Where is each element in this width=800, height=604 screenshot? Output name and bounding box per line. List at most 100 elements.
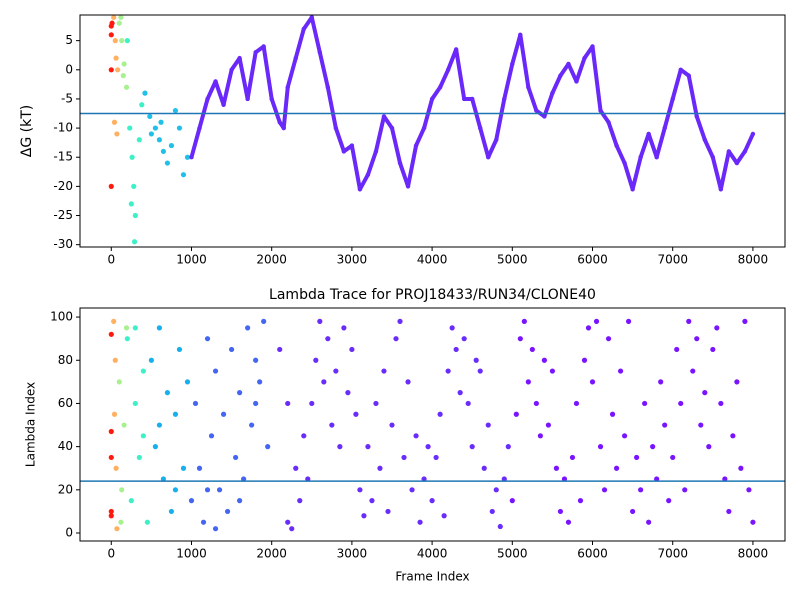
point xyxy=(738,465,744,471)
point xyxy=(118,14,124,20)
point xyxy=(168,508,175,515)
point xyxy=(557,508,564,515)
point xyxy=(132,325,138,331)
point xyxy=(654,155,659,160)
x-tick-label: 0 xyxy=(107,547,115,561)
point xyxy=(385,508,391,515)
point xyxy=(168,142,175,149)
point xyxy=(666,498,672,504)
x-axis-label: Frame Index xyxy=(395,570,469,584)
point xyxy=(297,498,303,504)
point xyxy=(481,465,487,471)
y-tick-label: -20 xyxy=(53,179,73,193)
point xyxy=(526,85,531,90)
point xyxy=(108,513,114,519)
y-tick-label: 5 xyxy=(65,33,73,47)
point xyxy=(220,411,227,417)
point xyxy=(121,422,127,428)
y-tick-label: 40 xyxy=(58,439,73,453)
point xyxy=(553,465,560,471)
point xyxy=(710,155,716,160)
point xyxy=(678,400,684,407)
point xyxy=(229,67,234,72)
point xyxy=(373,149,379,154)
point xyxy=(742,318,748,324)
point xyxy=(409,487,415,493)
point xyxy=(131,239,138,245)
x-tick-label: 0 xyxy=(107,253,115,267)
point xyxy=(469,444,475,450)
point xyxy=(123,325,130,331)
point xyxy=(289,526,295,532)
point xyxy=(249,422,255,428)
point xyxy=(566,61,571,67)
point xyxy=(614,143,619,148)
point xyxy=(497,523,503,530)
point xyxy=(192,400,199,407)
point xyxy=(549,368,556,374)
point xyxy=(706,444,712,450)
x-tick-label: 5000 xyxy=(497,253,528,267)
point xyxy=(156,325,163,331)
point xyxy=(493,487,499,493)
point xyxy=(465,400,471,407)
point xyxy=(646,131,651,137)
point xyxy=(111,318,117,324)
point xyxy=(517,336,523,342)
point xyxy=(349,346,355,353)
point xyxy=(265,444,271,450)
point xyxy=(662,422,668,428)
point xyxy=(505,444,511,450)
axes-frame xyxy=(79,307,786,542)
point xyxy=(445,67,451,72)
point xyxy=(108,508,114,515)
y-axis-label: Lambda Index xyxy=(24,382,38,467)
point xyxy=(437,85,443,90)
point xyxy=(301,433,307,439)
point xyxy=(212,526,219,532)
point xyxy=(690,368,696,374)
point xyxy=(502,96,507,102)
point xyxy=(585,325,592,331)
x-tick-label: 4000 xyxy=(417,547,448,561)
point xyxy=(518,32,523,38)
point xyxy=(525,379,531,385)
point xyxy=(622,160,627,166)
y-tick-label: 0 xyxy=(65,526,73,540)
point xyxy=(112,357,118,363)
point xyxy=(305,476,311,482)
point xyxy=(441,513,447,519)
point xyxy=(678,67,683,72)
point xyxy=(381,114,387,119)
point xyxy=(132,400,138,407)
point xyxy=(489,508,495,515)
point xyxy=(172,411,179,417)
point xyxy=(561,476,568,482)
point xyxy=(237,390,243,396)
point xyxy=(574,79,579,84)
point xyxy=(176,346,183,353)
x-tick-label: 5000 xyxy=(497,547,528,561)
point xyxy=(369,498,375,504)
point xyxy=(188,498,195,504)
point xyxy=(513,411,519,417)
point xyxy=(545,422,551,428)
point xyxy=(734,379,740,385)
point xyxy=(131,183,137,189)
axes-frame xyxy=(79,14,786,248)
point xyxy=(108,183,114,189)
point xyxy=(111,119,118,125)
point xyxy=(212,368,219,374)
point xyxy=(128,201,134,207)
point xyxy=(337,444,343,450)
point xyxy=(750,131,756,137)
point xyxy=(714,325,720,331)
y-tick-label: -25 xyxy=(53,208,73,222)
point xyxy=(726,149,732,154)
point xyxy=(397,160,403,166)
point xyxy=(734,160,740,166)
point xyxy=(213,79,218,84)
point xyxy=(433,454,439,461)
point xyxy=(232,454,239,461)
x-tick-label: 7000 xyxy=(657,253,688,267)
